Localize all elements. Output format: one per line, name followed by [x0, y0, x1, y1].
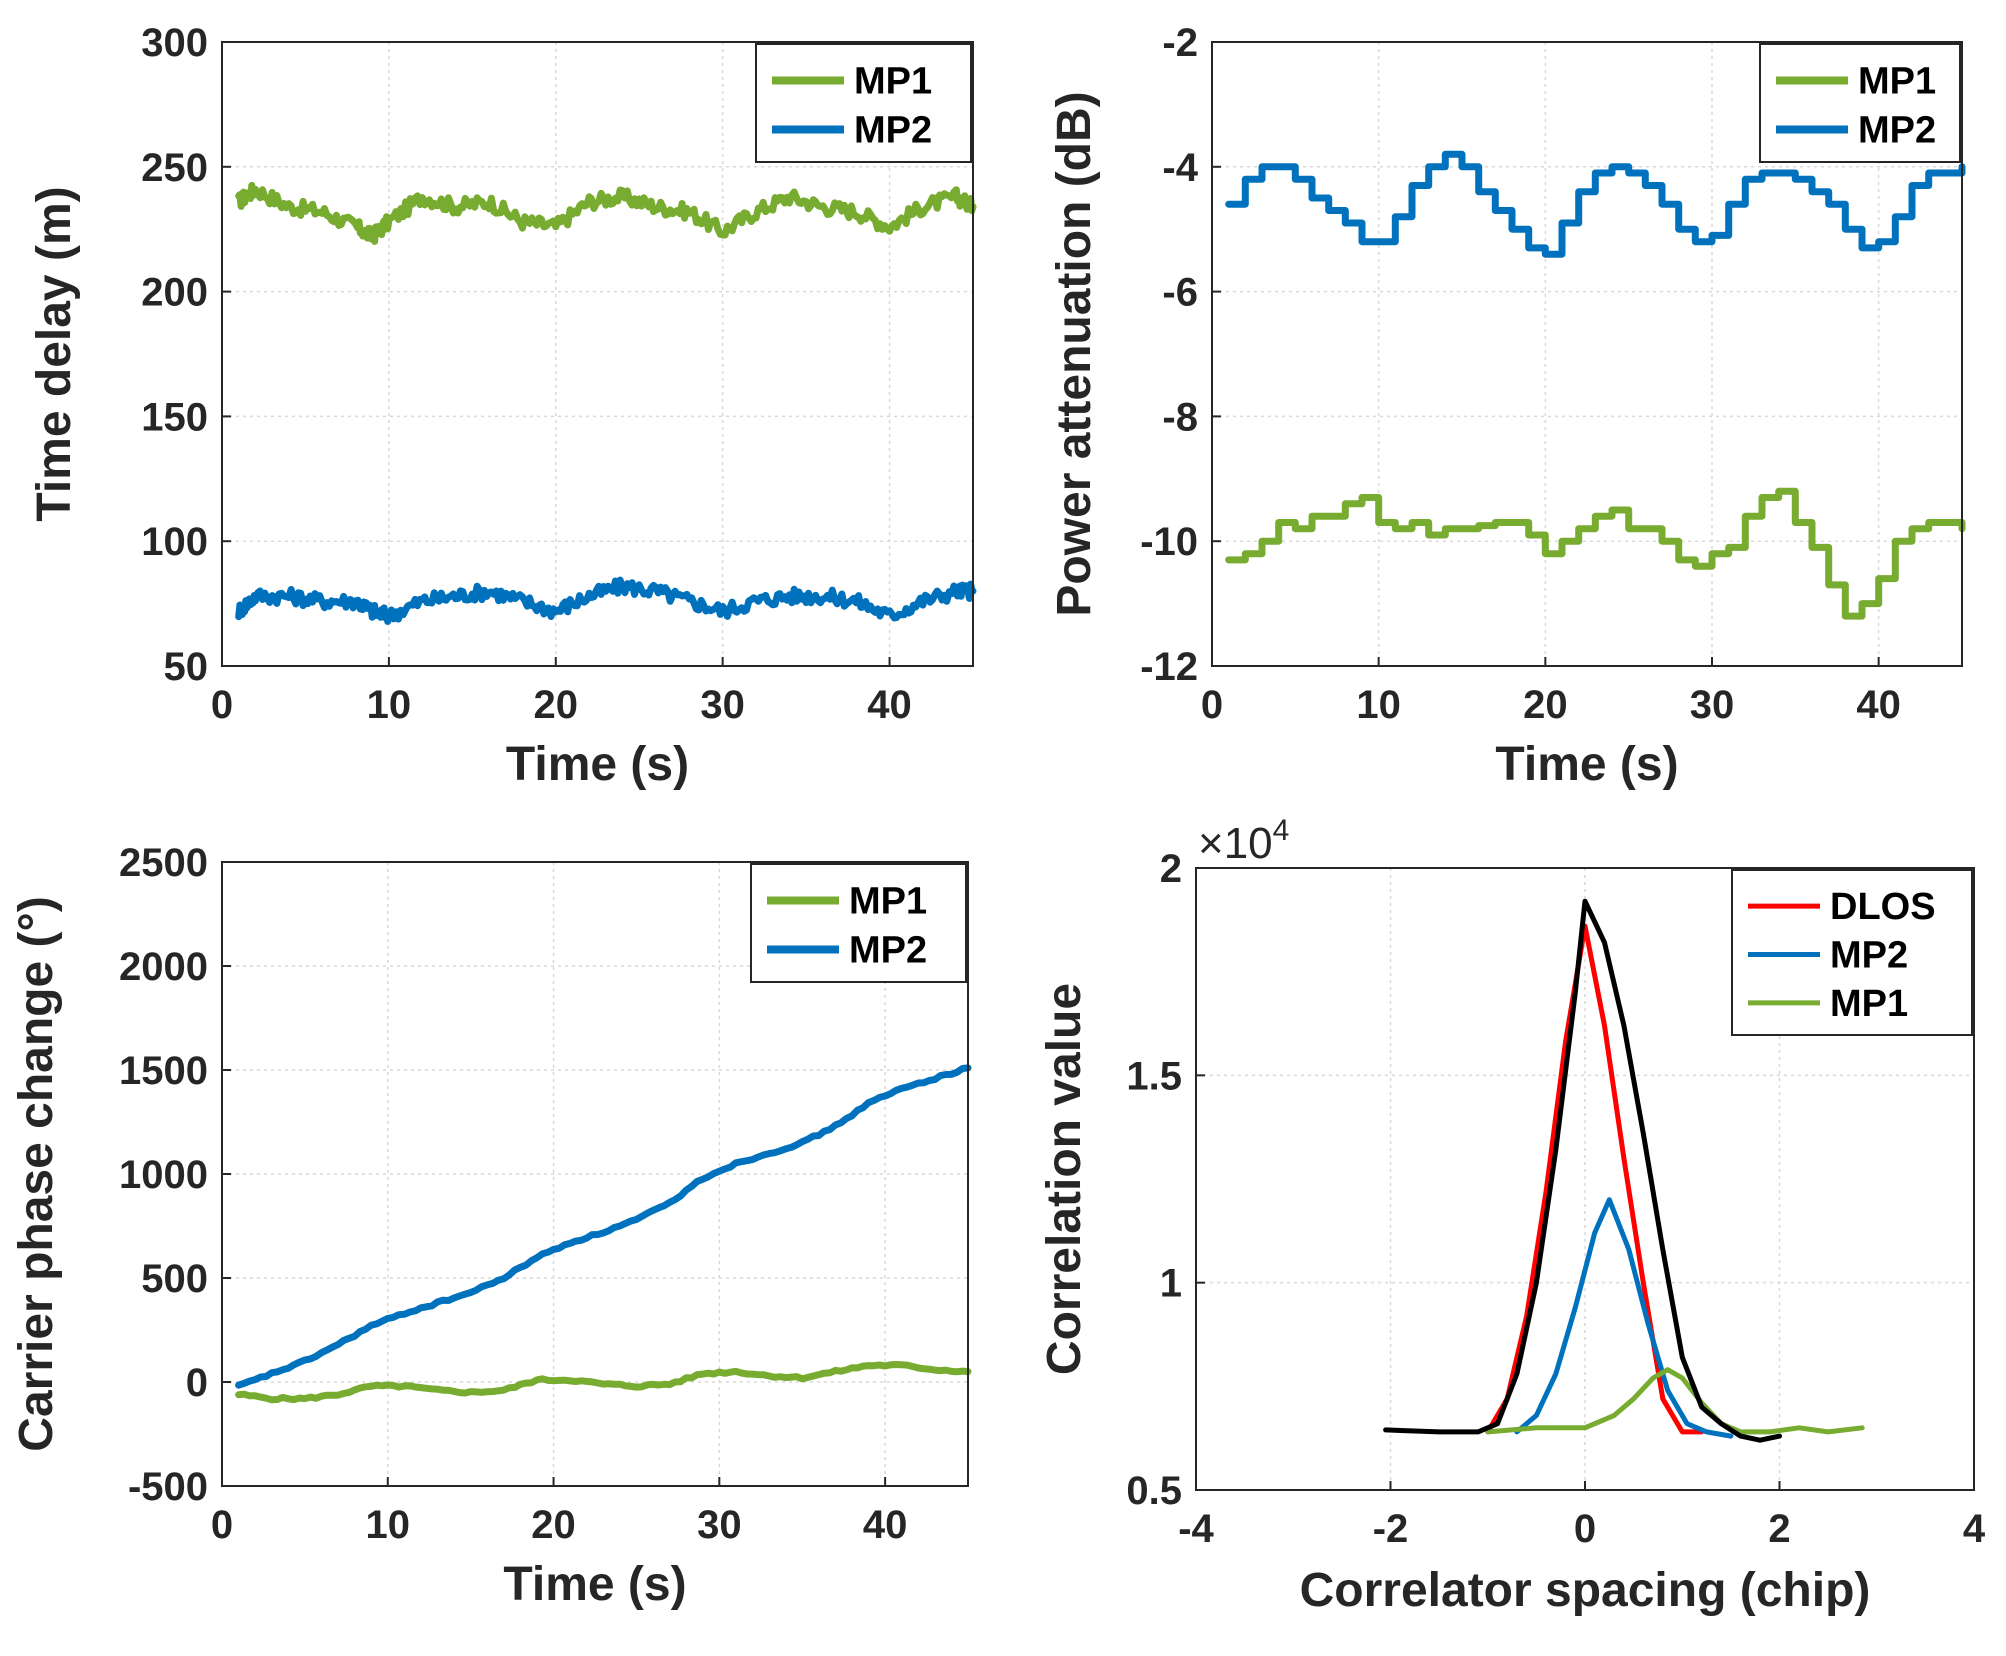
y-tick-label: -6 — [1162, 271, 1198, 315]
y-tick-label: -2 — [1162, 21, 1198, 65]
time-delay-panel: 0 10 20 30 40 50 100 150 200 250 300 Time (s) Time… — [28, 21, 977, 791]
correlation-ticks: -4 -2 0 2 4 0.5 1 1.5 2 — [1126, 847, 1985, 1551]
x-tick-label: 40 — [1856, 683, 1901, 727]
y-tick-label: 250 — [141, 146, 208, 190]
x-tick-label: 30 — [697, 1503, 742, 1547]
x-tick-label: 40 — [863, 1503, 908, 1547]
y-tick-label: 1.5 — [1126, 1054, 1182, 1098]
correlation-xlabel: Correlator spacing (chip) — [1300, 1564, 1871, 1617]
y-tick-label: -10 — [1140, 520, 1198, 564]
time-delay-ylabel: Time delay (m) — [28, 186, 81, 521]
y-tick-label: 200 — [141, 271, 208, 315]
time-delay-xlabel: Time (s) — [506, 738, 689, 791]
y-tick-label: 1500 — [119, 1049, 208, 1093]
legend-box — [1759, 43, 1961, 163]
power-attenuation-ylabel: Power attenuation (dB) — [1048, 91, 1101, 616]
x-tick-label: 20 — [534, 683, 579, 727]
legend-label-mp1: MP1 — [1830, 983, 1908, 1025]
legend-label-mp2: MP2 — [849, 930, 927, 972]
power-attenuation-ticks: 0 10 20 30 40 -12 -10 -8 -6 -4 -2 — [1140, 21, 1901, 727]
x-tick-label: 30 — [1690, 683, 1735, 727]
y-tick-label: -4 — [1162, 146, 1198, 190]
x-tick-label: -4 — [1178, 1507, 1214, 1551]
power-attenuation-xlabel: Time (s) — [1495, 738, 1678, 791]
series-line-dlos — [1485, 923, 1705, 1435]
carrier-phase-series — [235, 1064, 972, 1404]
series-line-sum — [1383, 898, 1782, 1443]
time-delay-axes-box — [221, 41, 974, 667]
power-attenuation-series — [1225, 150, 1966, 620]
y-tick-label: 0 — [186, 1361, 208, 1405]
legend-label-mp1: MP1 — [854, 61, 932, 103]
y-tick-label: -8 — [1162, 395, 1198, 439]
y-tick-label: 2500 — [119, 841, 208, 885]
legend-label-mp2: MP2 — [1858, 110, 1936, 152]
correlation-legend: DLOS MP2 MP1 — [1731, 869, 1973, 1036]
multiplier-base: ×10 — [1198, 819, 1273, 868]
series-line-mp1 — [235, 1361, 972, 1404]
y-tick-label: 300 — [141, 21, 208, 65]
x-tick-label: -2 — [1373, 1507, 1409, 1551]
carrier-phase-xlabel: Time (s) — [503, 1558, 686, 1611]
y-tick-label: 100 — [141, 520, 208, 564]
x-tick-label: 10 — [1356, 683, 1401, 727]
series-line-mp1 — [1485, 1367, 1865, 1435]
legend-label-mp1: MP1 — [849, 881, 927, 923]
series-line-mp2 — [235, 1064, 972, 1389]
y-tick-label: 150 — [141, 395, 208, 439]
series-line-mp2 — [1514, 1197, 1734, 1439]
correlation-series — [1383, 898, 1865, 1443]
x-tick-label: 2 — [1768, 1507, 1790, 1551]
y-tick-label: -12 — [1140, 645, 1198, 689]
x-tick-label: 0 — [1574, 1507, 1596, 1551]
multiplier-exponent: 4 — [1273, 814, 1290, 847]
correlation-ylabel: Correlation value — [1038, 983, 1091, 1375]
y-tick-label: 500 — [141, 1257, 208, 1301]
y-tick-label: -500 — [128, 1465, 208, 1509]
correlation-panel: -4 -2 0 2 4 0.5 1 1.5 2 Correlator spacing (chip… — [1038, 814, 1986, 1617]
x-tick-label: 40 — [867, 683, 912, 727]
series-line-mp1 — [235, 181, 977, 245]
x-tick-label: 0 — [211, 1503, 233, 1547]
series-line-mp2 — [1225, 150, 1966, 258]
y-tick-label: 1000 — [119, 1153, 208, 1197]
legend-box — [750, 863, 967, 983]
x-tick-label: 4 — [1963, 1507, 1986, 1551]
legend-box — [755, 43, 972, 163]
time-delay-series — [235, 181, 977, 625]
y-tick-label: 0.5 — [1126, 1469, 1182, 1513]
x-tick-label: 10 — [366, 1503, 411, 1547]
legend-label-dlos: DLOS — [1830, 886, 1936, 928]
power-attenuation-panel: 0 10 20 30 40 -12 -10 -8 -6 -4 -2 Time (s) Power a… — [1048, 21, 1966, 791]
x-tick-label: 0 — [211, 683, 233, 727]
y-tick-label: 2 — [1160, 847, 1182, 891]
correlation-exponent-multiplier: ×104 — [1198, 814, 1289, 868]
x-tick-label: 20 — [531, 1503, 576, 1547]
series-line-mp2 — [235, 576, 977, 625]
legend-label-mp2: MP2 — [854, 110, 932, 152]
x-tick-label: 20 — [1523, 683, 1568, 727]
time-delay-ticks: 0 10 20 30 40 50 100 150 200 250 300 — [141, 21, 912, 727]
carrier-phase-ylabel: Carrier phase change (°) — [10, 896, 63, 1451]
x-tick-label: 30 — [700, 683, 745, 727]
x-tick-label: 0 — [1201, 683, 1223, 727]
legend-label-mp2: MP2 — [1830, 935, 1908, 977]
x-tick-label: 10 — [367, 683, 412, 727]
legend-label-mp1: MP1 — [1858, 61, 1936, 103]
y-tick-label: 2000 — [119, 945, 208, 989]
power-attenuation-axes-box — [1211, 41, 1963, 667]
y-tick-label: 1 — [1160, 1262, 1182, 1306]
y-tick-label: 50 — [164, 645, 209, 689]
series-line-mp1 — [1225, 487, 1966, 620]
